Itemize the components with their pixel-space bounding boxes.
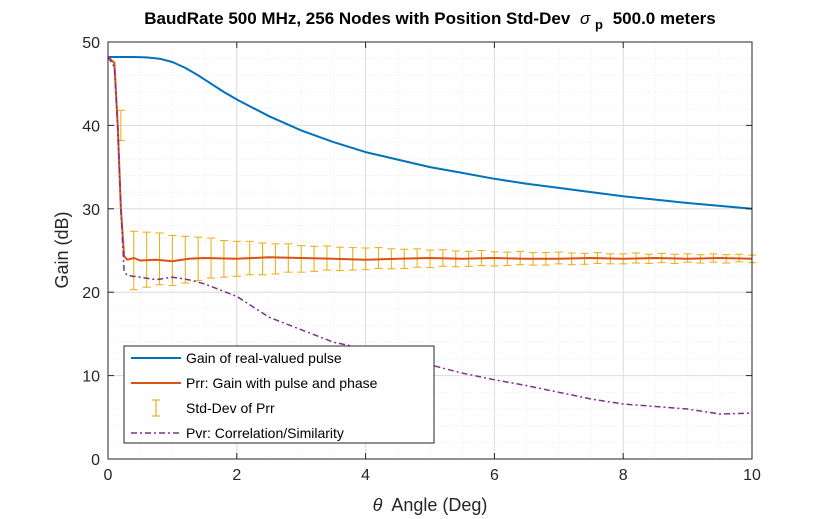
x-tick-label: 6 [490, 467, 499, 484]
x-tick-label: 2 [232, 467, 241, 484]
chart-title-main: BaudRate 500 MHz, 256 Nodes with Positio… [144, 9, 571, 28]
x-tick-label: 8 [619, 467, 628, 484]
x-tick-labels: 0 2 4 6 8 10 [104, 467, 761, 484]
x-tick-label: 10 [743, 467, 761, 484]
x-axis-symbol: θ [373, 495, 383, 515]
legend-label-stddev: Std-Dev of Prr [186, 400, 275, 416]
y-tick-label: 10 [82, 369, 100, 386]
legend-label-pvr: Pvr: Correlation/Similarity [186, 425, 344, 441]
errorbar [374, 247, 383, 269]
chart-title: BaudRate 500 MHz, 256 Nodes with Positio… [144, 9, 715, 33]
errorbar [271, 243, 280, 275]
series-real-pulse-line [108, 56, 753, 210]
x-tick-label: 0 [104, 467, 113, 484]
legend-swatch-stddev [152, 399, 160, 417]
series-pvr-line [107, 56, 753, 415]
y-tick-labels: 0 10 20 30 40 50 [82, 35, 100, 469]
x-tick-label: 4 [361, 467, 370, 484]
y-tick-label: 40 [82, 118, 100, 135]
y-tick-label: 20 [82, 285, 100, 302]
chart-title-subscript: p [595, 17, 603, 32]
y-axis-title: Gain (dB) [52, 211, 72, 288]
y-tick-label: 30 [82, 202, 100, 219]
errorbar [258, 242, 267, 276]
axis-ticks [107, 41, 753, 460]
y-tick-label: 0 [91, 452, 100, 469]
legend-box [123, 345, 435, 444]
chart-title-tail: 500.0 meters [613, 9, 716, 28]
legend-label-real-pulse: Gain of real-valued pulse [186, 350, 342, 366]
y-tick-label: 50 [82, 35, 100, 52]
chart-title-symbol: σ [580, 9, 591, 28]
x-axis-title: θ Angle (Deg) [373, 495, 488, 515]
series-lines [107, 56, 753, 415]
plot-frame [107, 41, 753, 460]
series-prr-line [107, 56, 753, 263]
errorbar [155, 232, 164, 286]
x-axis-text: Angle (Deg) [391, 495, 487, 515]
legend: Gain of real-valued pulse Prr: Gain with… [123, 345, 435, 444]
errorbar [129, 230, 138, 291]
legend-label-prr: Prr: Gain with pulse and phase [186, 375, 378, 391]
